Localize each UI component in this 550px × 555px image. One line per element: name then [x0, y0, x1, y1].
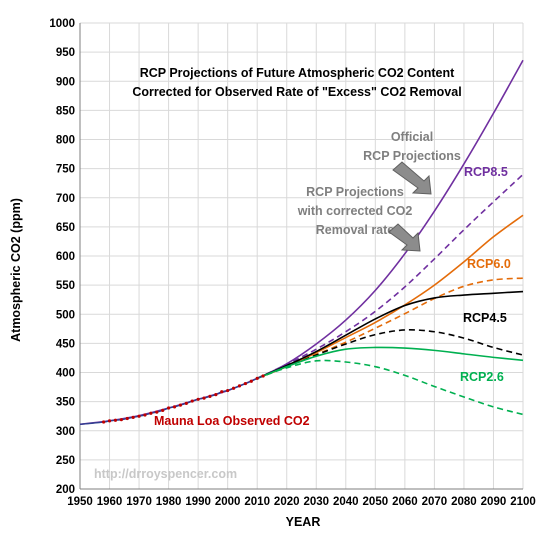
- x-tick-label: 2030: [303, 496, 329, 508]
- y-tick-label: 850: [56, 105, 75, 117]
- x-tick-label: 2090: [481, 496, 507, 508]
- mauna-loa-point: [249, 379, 253, 383]
- label-rcp60: RCP6.0: [467, 257, 511, 271]
- corrected-rcp60-line: [256, 277, 524, 380]
- x-tick-label: 2060: [392, 496, 418, 508]
- mauna-loa-point: [243, 381, 247, 386]
- mauna-loa-point: [184, 401, 188, 405]
- mauna-loa-point: [172, 405, 177, 409]
- official-arrow: [392, 161, 432, 195]
- mauna-loa-point: [155, 410, 159, 414]
- mauna-loa-point: [149, 411, 153, 415]
- corrected-annotation-line-1: RCP Projections: [306, 185, 404, 199]
- mauna-loa-point: [261, 374, 265, 378]
- mauna-loa-point: [113, 418, 118, 422]
- x-tick-label: 1950: [67, 496, 93, 508]
- corrected-arrow: [388, 223, 421, 252]
- x-tick-label: 2050: [363, 496, 389, 508]
- y-tick-label: 500: [56, 309, 75, 321]
- y-tick-label: 700: [56, 193, 75, 205]
- y-tick-label: 650: [56, 222, 75, 234]
- x-tick-label: 1970: [126, 496, 152, 508]
- official-annotation-line-1: Official: [391, 130, 433, 144]
- mauna-loa-point: [107, 419, 112, 423]
- chart-title-line-1: RCP Projections of Future Atmospheric CO…: [140, 66, 455, 80]
- y-axis-title: Atmospheric CO2 (ppm): [9, 198, 23, 342]
- x-tick-label: 2040: [333, 496, 359, 508]
- mauna-loa-point: [214, 393, 218, 397]
- mauna-loa-point: [178, 403, 183, 407]
- corrected-annotation-line-3: Removal rate: [316, 223, 395, 237]
- mauna-loa-point: [226, 388, 230, 393]
- corrected-annotation-line-2: with corrected CO2: [297, 204, 413, 218]
- y-tick-label: 300: [56, 426, 75, 438]
- grid: [79, 22, 524, 490]
- x-tick-label: 1960: [97, 496, 123, 508]
- official-rcp45-line: [256, 290, 524, 380]
- mauna-loa-point: [167, 406, 171, 410]
- mauna-loa-point: [202, 396, 206, 400]
- y-tick-label: 950: [56, 47, 75, 59]
- y-tick-label: 600: [56, 251, 75, 263]
- mauna-loa-point: [137, 414, 141, 418]
- corrected-rcp26-line: [256, 359, 524, 416]
- y-tick-label: 350: [56, 397, 75, 409]
- mauna-loa-point: [119, 418, 123, 422]
- label-rcp45: RCP4.5: [463, 311, 507, 325]
- mauna-loa-point: [125, 416, 129, 421]
- x-tick-label: 2080: [451, 496, 477, 508]
- x-tick-label: 2070: [422, 496, 448, 508]
- mauna-loa-point: [208, 394, 212, 398]
- x-tick-label: 2020: [274, 496, 300, 508]
- x-tick-label: 1980: [156, 496, 182, 508]
- x-tick-label: 2100: [510, 496, 536, 508]
- corrected-rcp45-line: [256, 329, 524, 380]
- mauna-loa-point: [220, 390, 224, 394]
- y-tick-label: 400: [56, 368, 75, 380]
- x-axis-title: YEAR: [286, 515, 321, 529]
- corrected-rcp85-line: [256, 173, 524, 380]
- tick-labels: 200 250 300 350 400 450 500 550 600 650 700 750 800 8…: [49, 18, 535, 508]
- series-group: [79, 59, 524, 426]
- y-tick-label: 750: [56, 164, 75, 176]
- mauna-loa-point: [131, 415, 135, 419]
- y-tick-label: 1000: [49, 18, 75, 30]
- y-tick-label: 450: [56, 338, 75, 350]
- label-rcp85: RCP8.5: [464, 165, 508, 179]
- x-tick-label: 1990: [185, 496, 211, 508]
- y-tick-label: 550: [56, 280, 75, 292]
- mauna-loa-point: [196, 397, 200, 401]
- mauna-loa-label: Mauna Loa Observed CO2: [154, 414, 310, 428]
- watermark-text: http://drroyspencer.com: [94, 467, 237, 481]
- y-tick-label: 250: [56, 455, 75, 467]
- mauna-loa-point: [231, 386, 236, 390]
- y-tick-label: 800: [56, 135, 75, 147]
- chart-title-line-2: Corrected for Observed Rate of "Excess" …: [132, 85, 461, 99]
- x-tick-label: 2010: [244, 496, 270, 508]
- mauna-loa-point: [102, 420, 106, 424]
- mauna-loa-point: [237, 384, 242, 388]
- y-tick-label: 900: [56, 76, 75, 88]
- official-rcp60-line: [256, 214, 524, 380]
- official-rcp26-line: [256, 346, 524, 380]
- mauna-loa-point: [143, 413, 147, 417]
- y-tick-label: 200: [56, 484, 75, 496]
- mauna-loa-point: [190, 399, 194, 403]
- official-annotation-line-2: RCP Projections: [363, 149, 461, 163]
- x-tick-label: 2000: [215, 496, 241, 508]
- label-rcp26: RCP2.6: [460, 370, 504, 384]
- mauna-loa-point: [255, 376, 259, 380]
- mauna-loa-point: [161, 408, 165, 412]
